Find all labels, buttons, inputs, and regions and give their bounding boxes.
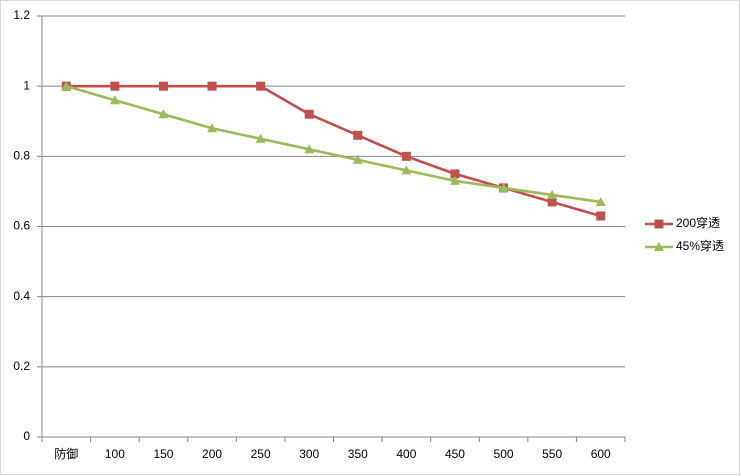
legend-marker (654, 242, 664, 251)
data-point (596, 211, 606, 221)
data-point (498, 182, 509, 192)
x-tick-label: 100 (105, 447, 125, 461)
data-point (450, 169, 460, 179)
y-tick-label: 0.6 (13, 219, 30, 233)
y-tick-label: 1 (23, 78, 30, 92)
x-tick-label: 500 (494, 447, 514, 461)
data-point (304, 109, 314, 119)
data-point (207, 123, 218, 133)
data-point (304, 144, 315, 154)
series-line (65, 84, 601, 204)
data-point (61, 81, 72, 91)
data-point (547, 189, 558, 199)
y-tick-label: 0.4 (13, 289, 30, 303)
x-tick-label: 250 (251, 447, 271, 461)
x-tick-label: 350 (348, 447, 368, 461)
data-point (207, 81, 217, 91)
y-tick-label: 0 (23, 429, 30, 443)
data-point (158, 81, 168, 91)
data-point (110, 81, 120, 91)
data-point (256, 81, 266, 91)
data-point (353, 130, 363, 140)
y-tick-label: 0.8 (13, 149, 30, 163)
legend-label: 45%穿透 (676, 238, 724, 253)
x-tick-label: 防御 (54, 446, 78, 461)
legend-marker (654, 219, 664, 229)
x-tick-label: 200 (202, 447, 222, 461)
data-point (352, 154, 363, 164)
x-tick-label: 450 (445, 447, 465, 461)
y-tick-label: 0.2 (13, 359, 30, 373)
x-tick-label: 300 (299, 447, 319, 461)
x-tick-label: 400 (396, 447, 416, 461)
data-point (158, 109, 169, 119)
x-tick-label: 150 (153, 447, 173, 461)
data-point (401, 151, 411, 161)
data-point (401, 165, 412, 175)
x-tick-label: 600 (591, 447, 611, 461)
legend-label: 200穿透 (676, 215, 720, 230)
data-point (547, 197, 557, 207)
data-point (109, 95, 120, 105)
data-point (255, 133, 266, 143)
data-point (449, 175, 460, 185)
data-point (595, 196, 606, 206)
x-tick-label: 550 (542, 447, 562, 461)
y-tick-label: 1.2 (13, 8, 30, 22)
